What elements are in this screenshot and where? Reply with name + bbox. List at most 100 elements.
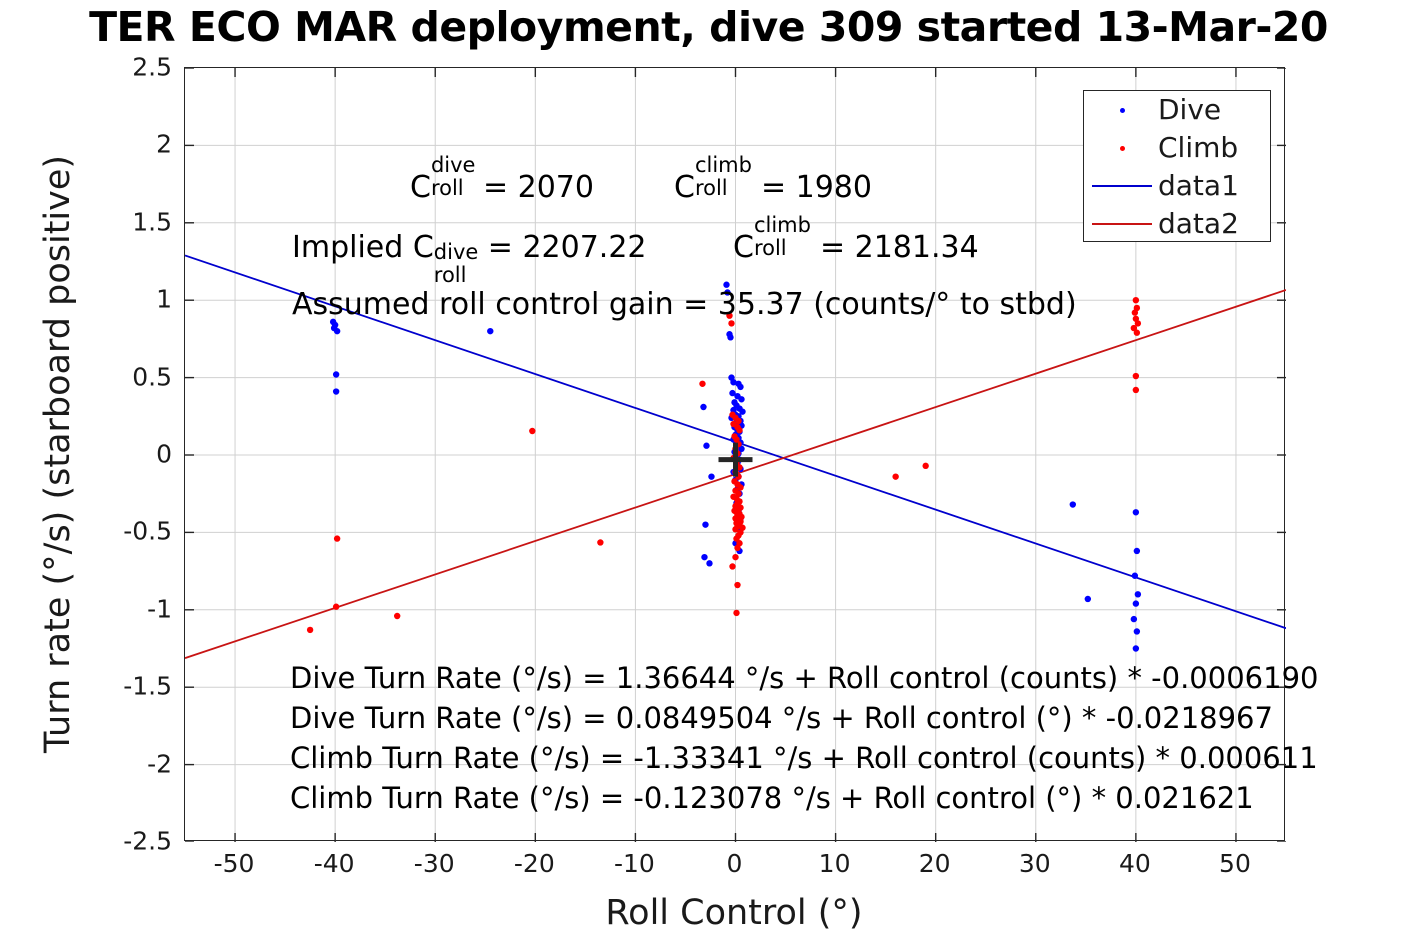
- data-point-climb: [1134, 320, 1142, 327]
- y-tick-label: -1.5: [123, 671, 172, 701]
- data-point-climb: [597, 539, 604, 546]
- data-point-dive: [703, 442, 710, 449]
- plot-canvas: [185, 68, 1286, 842]
- x-tick-label: 40: [1118, 849, 1151, 878]
- x-tick-label: 0: [726, 849, 743, 878]
- data-point-climb: [734, 544, 741, 552]
- chart-title: TER ECO MAR deployment, dive 309 started…: [89, 3, 1328, 51]
- axis-ticks: [185, 68, 1286, 842]
- y-tick-label: 2: [156, 129, 172, 159]
- legend-label: Climb: [1158, 131, 1239, 164]
- data-point-climb: [726, 312, 733, 319]
- data-point-climb: [732, 553, 739, 561]
- data-point-climb: [734, 581, 741, 589]
- data-point-climb: [892, 473, 899, 480]
- data-point-dive: [1131, 572, 1139, 579]
- data-point-dive: [1133, 547, 1141, 555]
- data-point-climb: [736, 427, 743, 434]
- legend-dot-icon: [1120, 146, 1125, 151]
- x-tick-label: 20: [918, 849, 951, 878]
- y-tick-label: -2: [147, 749, 172, 779]
- data-point-dive: [1132, 645, 1140, 652]
- x-tick-label: -50: [213, 849, 255, 878]
- data-point-climb: [1131, 309, 1139, 316]
- data-point-dive: [739, 408, 746, 415]
- equation-line-1: Dive Turn Rate (°/s) = 1.36644 °/s + Rol…: [290, 661, 1319, 695]
- legend-marker-data2: [1084, 205, 1158, 243]
- data-point-dive: [332, 388, 340, 395]
- legend-dot-icon: [1120, 108, 1125, 113]
- x-tick-label: -20: [513, 849, 555, 878]
- data-point-climb: [733, 535, 740, 542]
- y-tick-label: 0: [156, 439, 172, 469]
- x-tick-label: -30: [413, 849, 455, 878]
- data-point-climb: [1130, 324, 1138, 332]
- data-point-climb: [729, 563, 736, 570]
- implied-climb-value: = 2181.34: [819, 230, 979, 265]
- data-point-climb: [529, 427, 536, 435]
- legend-label: Dive: [1158, 93, 1222, 126]
- data-point-climb: [306, 626, 314, 634]
- mean-cross-marker: [718, 442, 753, 477]
- data-point-dive: [738, 396, 745, 403]
- data-point-dive: [1132, 509, 1140, 516]
- data-point-dive: [1133, 628, 1141, 635]
- data-point-climb: [728, 320, 735, 327]
- data-point-dive: [1069, 501, 1077, 508]
- legend-line-icon: [1092, 223, 1152, 225]
- implied-prefix: Implied C: [292, 230, 434, 265]
- data-point-dive: [330, 324, 338, 332]
- data-point-dive: [708, 473, 715, 480]
- x-tick-label: 50: [1219, 849, 1251, 878]
- legend-item-dive[interactable]: Dive: [1084, 91, 1270, 129]
- data-point-dive: [332, 371, 340, 378]
- data-point-dive: [1134, 591, 1142, 598]
- data-point-climb: [1132, 297, 1140, 304]
- data-point-climb: [332, 603, 340, 610]
- data-point-dive: [1132, 600, 1140, 607]
- x-axis-label: Roll Control (°): [605, 893, 863, 933]
- x-tick-label: -40: [313, 849, 355, 878]
- data-point-climb: [393, 612, 401, 620]
- legend-item-climb[interactable]: Climb: [1084, 129, 1270, 167]
- y-tick-label: -0.5: [123, 516, 172, 546]
- data-point-dive: [727, 334, 734, 341]
- data-point-dive: [701, 553, 708, 561]
- y-tick-label: 2.5: [132, 52, 172, 82]
- equation-line-2: Dive Turn Rate (°/s) = 0.0849504 °/s + R…: [290, 701, 1273, 735]
- y-tick-label: -2.5: [123, 826, 172, 856]
- x-tick-label: 10: [818, 849, 851, 878]
- data-point-dive: [738, 445, 745, 453]
- data-point-dive: [724, 289, 731, 296]
- data-point-climb: [1133, 329, 1141, 336]
- c-dive-value: = 2070: [482, 170, 594, 205]
- data-points: [306, 281, 1142, 652]
- implied-dive-value: = 2207.22: [487, 230, 647, 265]
- data-point-dive: [700, 403, 707, 411]
- data-point-climb: [732, 526, 739, 533]
- data-point-climb: [333, 535, 341, 542]
- y-tick-label: -1: [147, 594, 172, 624]
- legend-marker-dive: [1084, 91, 1158, 129]
- data-point-climb: [1132, 386, 1140, 394]
- legend-line-icon: [1092, 185, 1152, 187]
- y-tick-label: 0.5: [132, 362, 172, 392]
- y-tick-label: 1.5: [132, 207, 172, 237]
- data-point-climb: [922, 462, 929, 470]
- data-point-climb: [699, 380, 706, 387]
- data-point-dive: [1084, 595, 1092, 603]
- legend-item-data1[interactable]: data1: [1084, 167, 1270, 205]
- legend-item-data2[interactable]: data2: [1084, 205, 1270, 243]
- legend-label: data2: [1158, 207, 1239, 240]
- c-climb-value: = 1980: [760, 170, 872, 205]
- data-point-climb: [733, 609, 740, 617]
- data-point-dive: [730, 379, 737, 386]
- data-point-dive: [487, 327, 494, 335]
